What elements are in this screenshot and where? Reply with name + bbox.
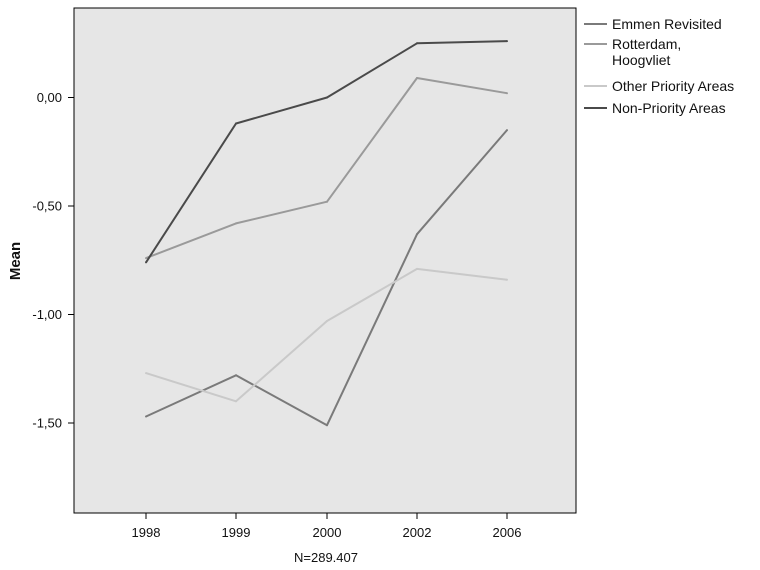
data-point [506, 40, 508, 43]
data-point [326, 320, 328, 322]
data-point [145, 415, 147, 418]
data-point [326, 424, 328, 427]
plot-area [73, 7, 577, 514]
data-point [506, 278, 508, 281]
y-tick-label: 0,00 [37, 90, 62, 105]
x-axis-title: N=289.407 [294, 550, 358, 565]
data-point [145, 261, 147, 264]
data-point [416, 77, 418, 79]
y-tick-label: -1,00 [32, 307, 62, 322]
legend-label: Rotterdam, Hoogvliet [612, 36, 681, 68]
x-axis: 1998 1999 2000 2002 2006 [132, 513, 522, 540]
data-point [235, 222, 237, 225]
data-point [326, 200, 328, 203]
legend: Emmen Revisited Rotterdam, Hoogvliet Other … [584, 16, 734, 116]
legend-label: Non-Priority Areas [612, 100, 726, 116]
y-axis: 0,00 -0,50 -1,00 -1,50 [32, 90, 74, 431]
legend-label: Other Priority Areas [612, 78, 734, 94]
data-point [235, 400, 237, 403]
data-point [235, 122, 237, 125]
data-point [416, 267, 418, 270]
x-tick-label: 1999 [222, 525, 251, 540]
y-axis-title: Mean [7, 242, 24, 280]
data-point [506, 129, 508, 132]
x-tick-label: 1998 [132, 525, 161, 540]
data-point [145, 257, 147, 260]
y-tick-label: -1,50 [32, 416, 62, 431]
y-tick-label: -0,50 [32, 199, 62, 214]
data-point [326, 96, 328, 99]
data-point [235, 374, 237, 377]
legend-label: Emmen Revisited [612, 16, 722, 32]
data-point [416, 233, 418, 236]
series-lines [145, 40, 508, 427]
data-point [416, 42, 418, 45]
x-tick-label: 2002 [403, 525, 432, 540]
x-tick-label: 2000 [313, 525, 342, 540]
x-tick-label: 2006 [493, 525, 522, 540]
data-point [506, 92, 508, 95]
data-point [145, 372, 147, 375]
